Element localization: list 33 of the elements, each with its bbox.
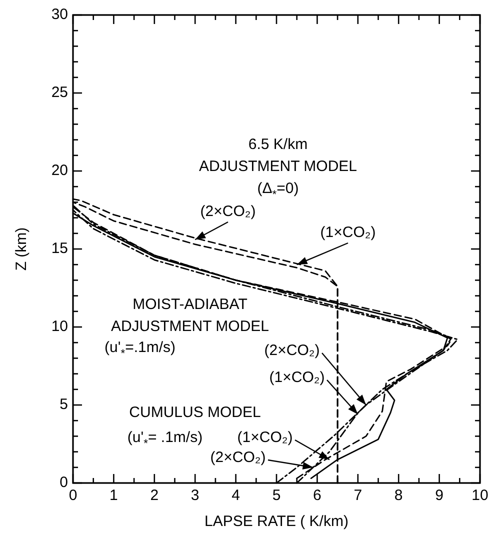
y-tick-label: 30 — [51, 6, 68, 23]
annotation: (2×CO₂) — [264, 342, 320, 359]
x-tick-label: 7 — [354, 487, 362, 504]
x-tick-label: 6 — [313, 487, 322, 504]
annotation: (Δ$_{*}$=0) — [257, 180, 299, 201]
y-axis-title: Z (km) — [12, 227, 30, 271]
y-tick-label: 25 — [51, 84, 68, 101]
annotation: ADJUSTMENT MODEL — [198, 158, 358, 175]
y-tick-label: 0 — [60, 474, 68, 491]
y-tick-label: 10 — [51, 318, 68, 335]
annotation: (u'$_{*}$=.1m/s) — [104, 338, 176, 360]
y-tick-label: 20 — [51, 162, 68, 179]
annotation: (2×CO₂) — [210, 448, 266, 466]
x-tick-label: 10 — [472, 487, 488, 504]
y-tick-label: 5 — [60, 396, 68, 413]
annotation: (1×CO₂) — [269, 368, 325, 386]
x-tick-label: 4 — [232, 487, 240, 504]
x-tick-label: 3 — [190, 487, 200, 504]
x-tick-label: 2 — [150, 487, 159, 504]
annotation: CUMULUS MODEL — [129, 404, 261, 421]
annotation: (2×CO₂) — [200, 202, 256, 220]
annotation: (1×CO₂) — [237, 428, 293, 446]
x-tick-label: 8 — [394, 487, 403, 504]
x-tick-label: 5 — [272, 487, 281, 504]
y-tick-label: 15 — [51, 240, 68, 257]
x-tick-label: 9 — [435, 487, 444, 504]
annotation: (1×CO₂) — [320, 224, 376, 241]
annotation: ADJUSTMENT MODEL — [110, 318, 270, 335]
annotation: (u'$_{*}$= .1m/s) — [127, 428, 203, 450]
annotation: MOIST-ADIABAT — [132, 296, 248, 313]
x-axis-title: LAPSE RATE ( K/km) — [204, 512, 348, 530]
annotation: 6.5 K/km — [248, 136, 308, 153]
x-tick-label: 1 — [110, 487, 118, 504]
